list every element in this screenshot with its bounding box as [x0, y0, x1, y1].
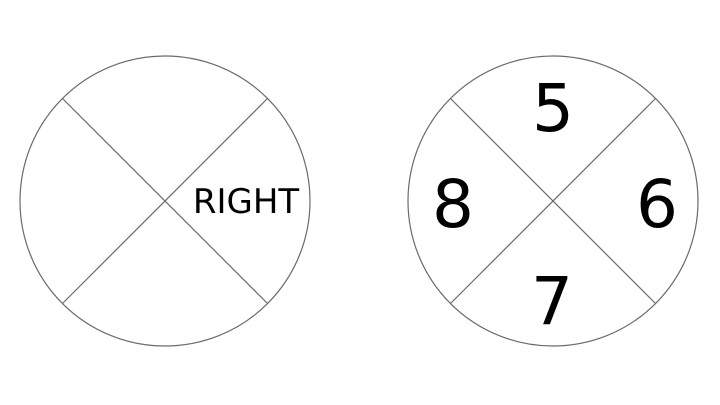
right-circle-top-number: 5: [532, 70, 574, 147]
right-circle-left-number: 8: [432, 166, 474, 243]
left-circle-right-label: RIGHT: [193, 182, 300, 222]
right-circle: 5 6 7 8: [407, 55, 699, 347]
left-circle-divider-ascending: [62, 98, 268, 304]
right-circle-divider-ascending: [450, 98, 656, 304]
right-circle-bottom-number: 7: [531, 263, 573, 340]
right-circle-right-number: 6: [636, 166, 678, 243]
left-circle: RIGHT: [19, 55, 311, 347]
